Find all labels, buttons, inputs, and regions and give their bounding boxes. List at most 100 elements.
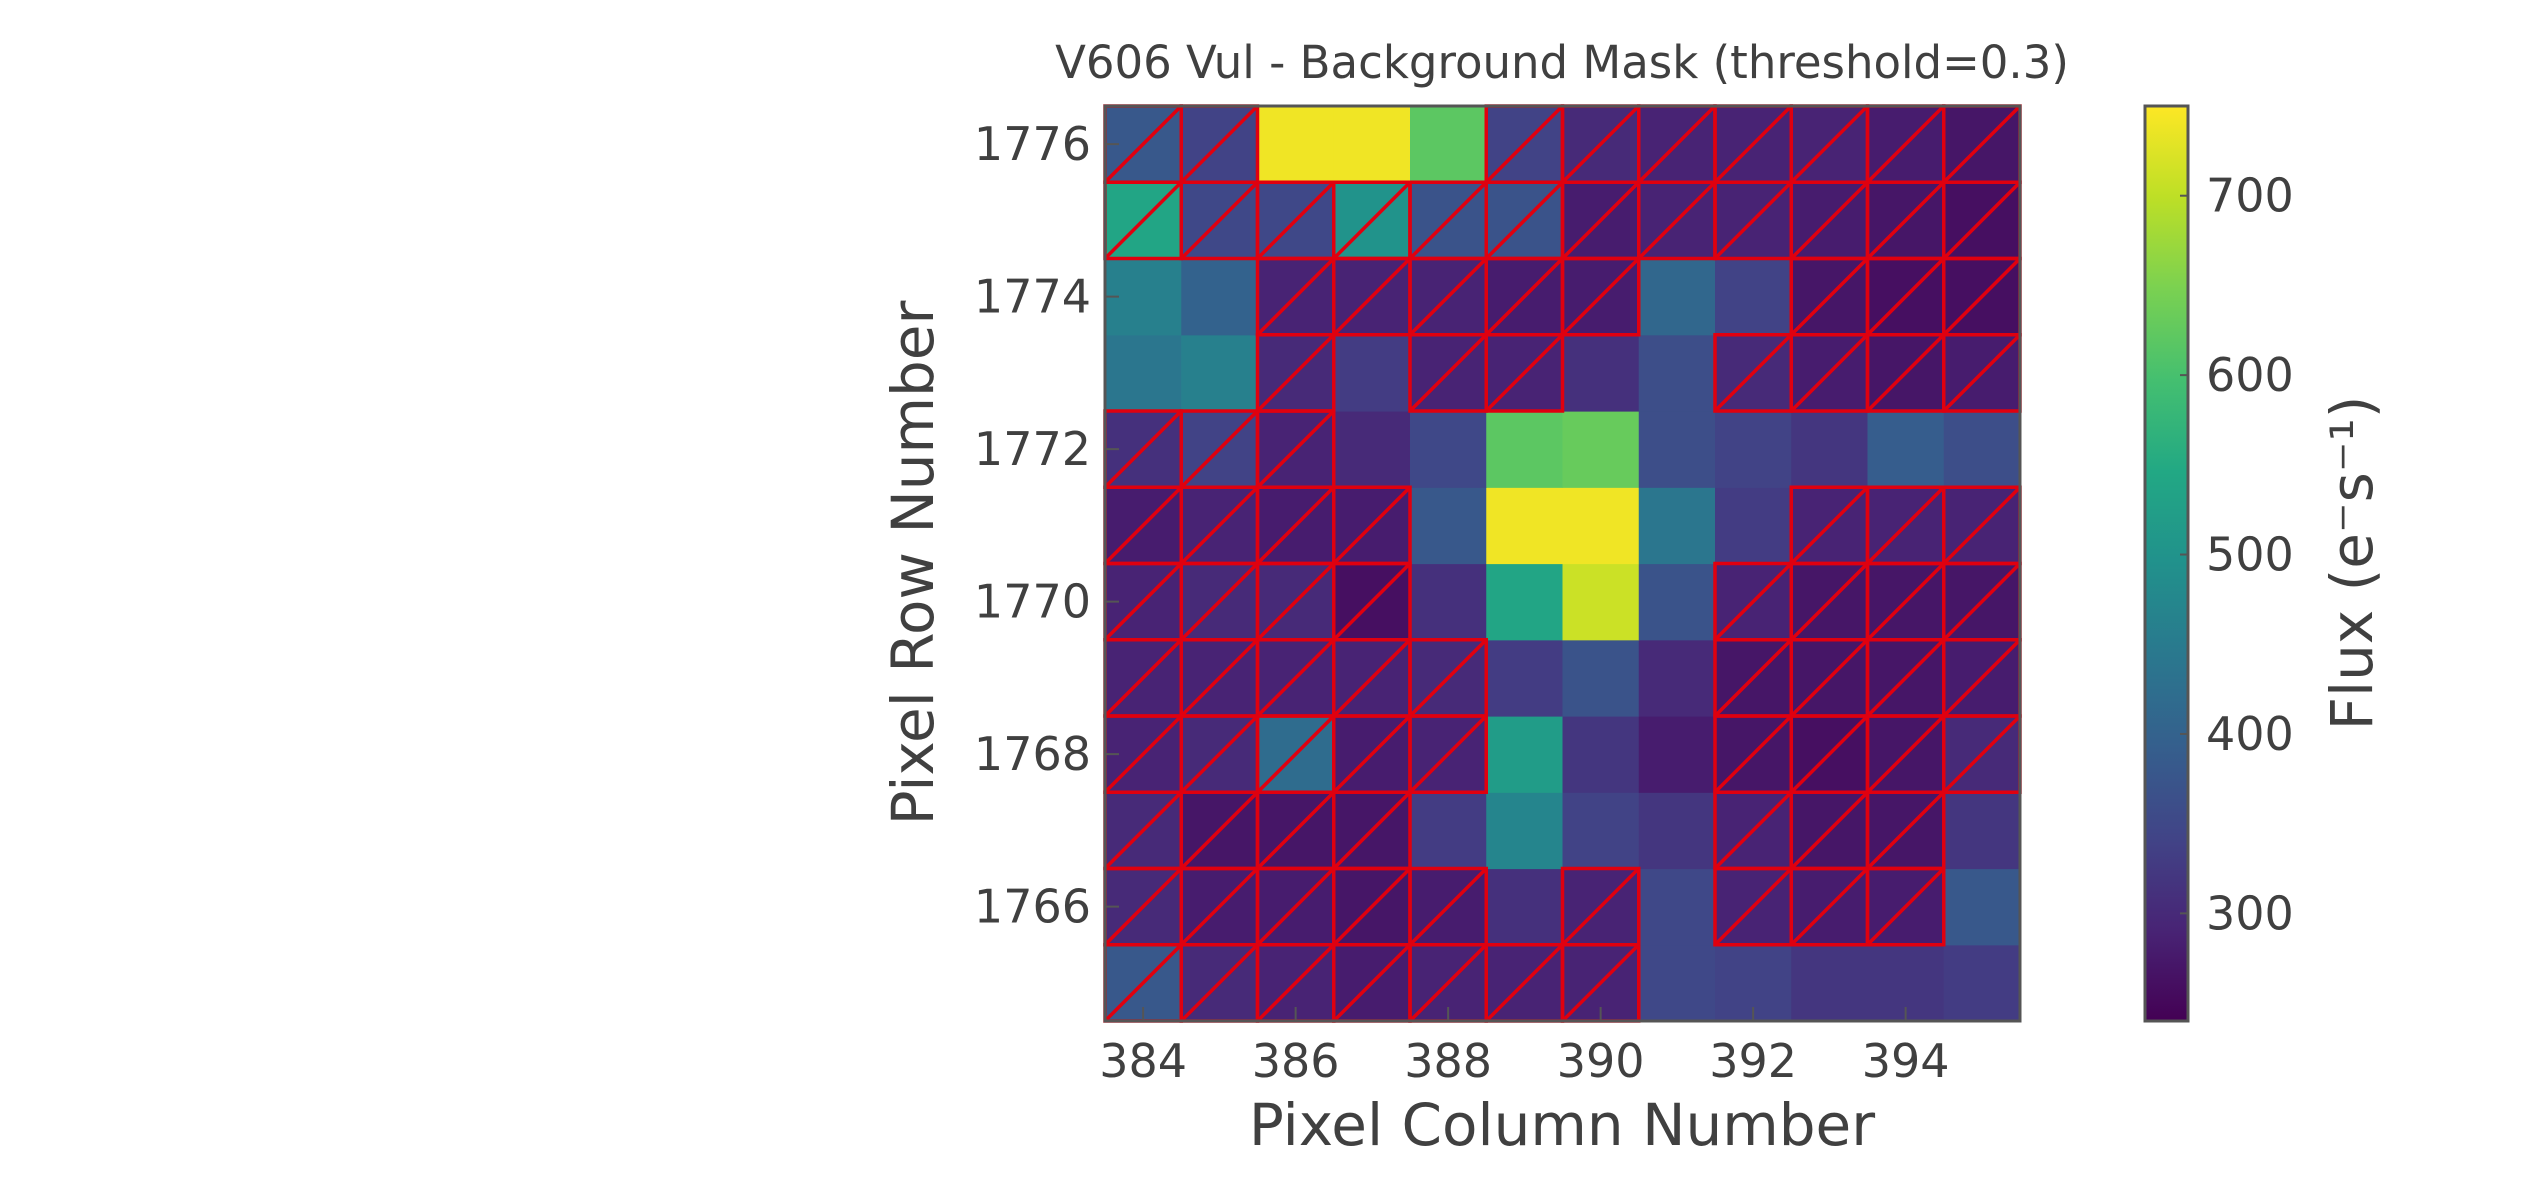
- mask-hatch-line: [1332, 181, 1412, 260]
- y-tick-label: 1776: [974, 117, 1091, 171]
- heatmap-cell: [1867, 411, 1945, 488]
- y-tick-label: 1774: [974, 270, 1091, 324]
- x-tick-label: 384: [1099, 1034, 1187, 1088]
- mask-hatch-line: [1790, 181, 1869, 260]
- mask-hatch-line: [1790, 867, 1869, 946]
- mask-hatch-line: [1332, 791, 1412, 870]
- y-tick-label: 1770: [974, 575, 1091, 629]
- heatmap-cell: [1715, 258, 1792, 336]
- mask-hatch-line: [1256, 714, 1335, 794]
- heatmap-cell: [1562, 487, 1640, 565]
- mask-hatch-line: [1180, 486, 1259, 565]
- heatmap-cell: [1943, 944, 2021, 1022]
- heatmap-cell: [1410, 563, 1487, 641]
- colorbar-tick-label: 700: [2206, 169, 2294, 223]
- heatmap-cell: [1715, 411, 1792, 488]
- y-axis-ticks: 1766 1768 1770 1772 1774 1776: [974, 117, 1119, 934]
- mask-hatch-line: [1105, 791, 1183, 870]
- x-axis-ticks: 384 386 388 390 392 394: [1099, 1007, 1950, 1088]
- y-tick-label: 1772: [974, 422, 1091, 476]
- mask-hatch-line: [1332, 714, 1412, 794]
- mask-hatch-line: [1561, 867, 1640, 946]
- mask-hatch-line: [1713, 106, 1793, 184]
- mask-hatch-line: [1256, 791, 1335, 870]
- mask-hatch-line: [1332, 638, 1412, 718]
- heatmap-cell: [1791, 411, 1869, 488]
- mask-hatch-line: [1713, 181, 1793, 260]
- mask-hatch-line: [1180, 562, 1259, 641]
- mask-cell-outline: [1408, 866, 1488, 947]
- mask-hatch-line: [1332, 486, 1412, 565]
- mask-hatch-line: [1105, 638, 1183, 718]
- heatmap-cell: [1486, 792, 1564, 870]
- heatmap-cell: [1486, 563, 1564, 641]
- colorbar: [2143, 104, 2190, 1023]
- x-tick-label: 390: [1557, 1034, 1645, 1088]
- y-tick-label: 1768: [974, 727, 1091, 781]
- colorbar-label: Flux (e⁻s⁻¹): [2318, 396, 2386, 731]
- mask-hatch-line: [1256, 181, 1335, 260]
- mask-hatch-line: [1790, 638, 1869, 718]
- heatmap-cell: [1638, 411, 1716, 488]
- heatmap-cell: [1486, 411, 1564, 488]
- mask-hatch-line: [1256, 333, 1335, 413]
- mask-hatch-line: [1180, 867, 1259, 946]
- y-tick-label: 1766: [974, 880, 1091, 934]
- colorbar-tick-label: 300: [2206, 886, 2294, 940]
- heatmap-cell: [1410, 487, 1487, 565]
- mask-hatch-line: [1866, 181, 1945, 260]
- mask-hatch-line: [1866, 867, 1945, 946]
- mask-hatch-line: [1790, 562, 1869, 641]
- mask-cell-outline: [1408, 638, 1488, 718]
- mask-hatch-line: [1105, 181, 1183, 260]
- heatmap-cell: [1638, 639, 1716, 717]
- mask-hatch-line: [1408, 638, 1488, 718]
- mask-hatch-line: [1485, 333, 1564, 413]
- heatmap-cell: [1638, 716, 1716, 793]
- mask-hatch-line: [1256, 943, 1335, 1021]
- mask-hatch-line: [1256, 409, 1335, 489]
- mask-hatch-line: [1561, 943, 1640, 1021]
- mask-hatch-line: [1866, 106, 1945, 184]
- mask-hatch-line: [1942, 106, 2020, 184]
- heatmap-cell: [1562, 792, 1640, 870]
- heatmap-cell: [1181, 334, 1259, 412]
- mask-hatch-line: [1105, 867, 1183, 946]
- heatmap-cell: [1486, 868, 1564, 946]
- heatmap-cell: [1486, 639, 1564, 717]
- mask-hatch-line: [1561, 181, 1640, 260]
- mask-hatch-line: [1105, 943, 1183, 1021]
- mask-hatch-line: [1332, 943, 1412, 1021]
- x-tick-label: 386: [1252, 1034, 1340, 1088]
- mask-cell-outline: [1332, 485, 1412, 566]
- mask-hatch-line: [1942, 562, 2020, 641]
- heatmap-cell: [1562, 716, 1640, 793]
- heatmap-cell: [1410, 792, 1487, 870]
- mask-hatch-line: [1637, 181, 1717, 260]
- heatmap-cell: [1943, 792, 2021, 870]
- mask-hatch-line: [1485, 257, 1564, 336]
- mask-hatch-line: [1713, 867, 1793, 946]
- mask-hatch-line: [1790, 714, 1869, 794]
- heatmap-cell: [1257, 106, 1335, 183]
- chart-title: V606 Vul - Background Mask (threshold=0.…: [1055, 36, 2069, 89]
- mask-hatch-line: [1180, 943, 1259, 1021]
- heatmap-cell: [1638, 563, 1716, 641]
- heatmap-cell: [1638, 258, 1716, 336]
- mask-hatch-line: [1942, 638, 2020, 718]
- mask-hatch-line: [1256, 638, 1335, 718]
- mask-hatch-line: [1180, 409, 1259, 489]
- mask-hatch-line: [1256, 257, 1335, 336]
- mask-hatch-line: [1105, 106, 1183, 184]
- mask-hatch-line: [1713, 333, 1793, 413]
- heatmap-cell: [1943, 868, 2021, 946]
- mask-hatch-line: [1180, 791, 1259, 870]
- mask-hatch-line: [1332, 867, 1412, 946]
- heatmap-cell: [1181, 258, 1259, 336]
- mask-hatch-line: [1866, 791, 1945, 870]
- heatmap-cell: [1333, 334, 1411, 412]
- x-tick-label: 392: [1709, 1034, 1797, 1088]
- heatmap-cell: [1105, 334, 1182, 412]
- mask-hatch-line: [1637, 106, 1717, 184]
- heatmap-cell: [1333, 106, 1411, 183]
